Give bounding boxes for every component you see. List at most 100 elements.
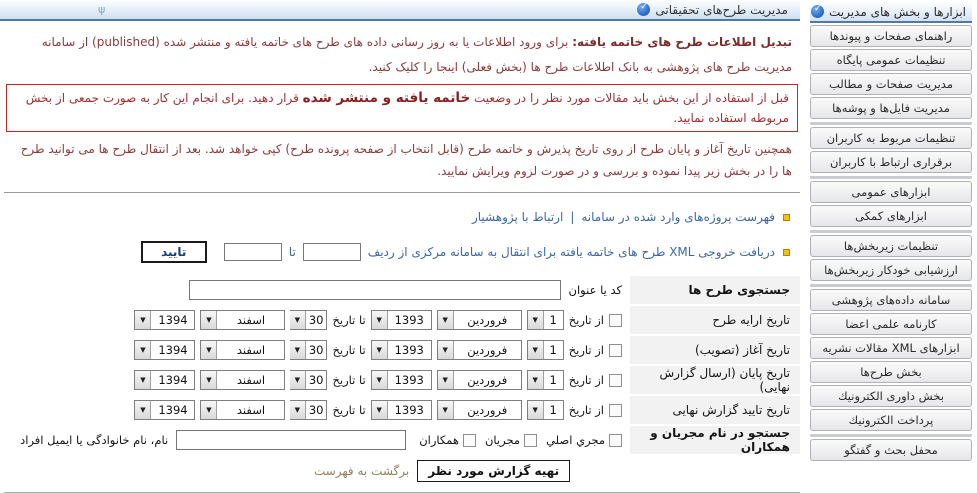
sidebar-item[interactable]: مديريت صفحات و مطالب — [810, 73, 972, 95]
sidebar-item[interactable]: بخش طرح‌ها — [810, 361, 972, 383]
from-year-select[interactable]: 1393 — [370, 340, 432, 360]
dropdown-arrow-icon[interactable] — [437, 371, 454, 389]
to-year-select[interactable]: 1394 — [134, 310, 196, 330]
from-day-select[interactable]: 1 — [526, 340, 564, 360]
dropdown-arrow-icon[interactable] — [371, 401, 388, 419]
dropdown-arrow-icon[interactable] — [201, 311, 218, 329]
dropdown-arrow-icon[interactable] — [201, 341, 218, 359]
row-from-input[interactable] — [302, 243, 361, 261]
back-to-list-link[interactable]: برگشت به فهرست — [313, 464, 410, 478]
search-form: جستجوی طرح ها کد يا عنوان تاريخ ارايه طر… — [4, 276, 800, 484]
to-year-select[interactable]: 1394 — [134, 370, 196, 390]
from-month-select[interactable]: فروردين — [436, 340, 522, 360]
confirm-button[interactable]: تاييد — [140, 241, 207, 263]
sidebar-item[interactable]: محفل بحث و گفتگو — [810, 439, 972, 461]
sidebar-item[interactable]: مديريت فايل‌ها و پوشه‌ها — [810, 97, 972, 119]
anchor-icon: ψ — [98, 3, 106, 16]
sidebar-item[interactable]: پرداخت الكترونيك — [810, 409, 972, 431]
projects-list-link[interactable]: فهرست پروژه‌های وارد شده در سامانه — [581, 210, 775, 224]
to-month-select[interactable]: اسفند — [200, 340, 286, 360]
dropdown-arrow-icon[interactable] — [527, 401, 544, 419]
to-month-select[interactable]: اسفند — [200, 310, 286, 330]
dropdown-arrow-icon[interactable] — [135, 341, 152, 359]
date-filter-row: تاريخ ارايه طرح از تاريخ 1 فروردين 1393 تا تا… — [4, 306, 800, 334]
generate-report-button[interactable]: تهيه گزارش مورد نظر — [417, 460, 571, 482]
date-filter-checkbox[interactable] — [609, 343, 622, 357]
to-day-select-value: 30 — [308, 373, 324, 387]
to-day-select[interactable]: 30 — [289, 370, 328, 390]
from-day-select[interactable]: 1 — [526, 400, 564, 420]
date-filter-checkbox[interactable] — [609, 403, 622, 417]
dropdown-arrow-icon[interactable] — [289, 401, 306, 419]
warning-bold-phrase: خاتمه يافته و منتشر شده — [302, 90, 471, 106]
to-month-select[interactable]: اسفند — [200, 400, 286, 420]
sidebar-header-label: ابزارها و بخش های مديريت — [828, 4, 966, 19]
sidebar-item[interactable]: كارنامه علمی اعضا — [810, 313, 972, 335]
sidebar-item[interactable]: ابزارهای XML مقالات نشريه — [810, 337, 972, 359]
to-day-select[interactable]: 30 — [289, 400, 328, 420]
from-day-select[interactable]: 1 — [526, 370, 564, 390]
to-day-select[interactable]: 30 — [289, 340, 328, 360]
to-month-select[interactable]: اسفند — [200, 370, 286, 390]
people-search-row: جستجو در نام مجريان و همكاران مجري اصلي م… — [4, 426, 800, 454]
sidebar-item[interactable]: ابزارهای كمكی — [810, 205, 972, 227]
from-month-select[interactable]: فروردين — [436, 370, 522, 390]
to-year-select[interactable]: 1394 — [134, 340, 196, 360]
dropdown-arrow-icon[interactable] — [371, 341, 388, 359]
dropdown-arrow-icon[interactable] — [289, 311, 306, 329]
from-month-select[interactable]: فروردين — [436, 310, 522, 330]
from-day-select-value: 1 — [549, 343, 557, 357]
sidebar-item[interactable]: سامانه داده‌های پژوهشی — [810, 289, 972, 311]
from-day-select[interactable]: 1 — [526, 310, 564, 330]
date-filter-label: تاريخ آغاز (تصويب) — [630, 336, 800, 364]
to-day-select[interactable]: 30 — [289, 310, 328, 330]
dropdown-arrow-icon[interactable] — [289, 371, 306, 389]
code-title-row: جستجوی طرح ها کد يا عنوان — [4, 276, 800, 304]
code-title-input[interactable] — [188, 280, 561, 300]
here-link[interactable]: اينجا — [436, 60, 458, 74]
sidebar-item[interactable]: بخش داوری الكترونيك — [810, 385, 972, 407]
to-date-label: تا تاريخ — [332, 403, 366, 417]
to-year-select[interactable]: 1394 — [134, 400, 196, 420]
dropdown-arrow-icon[interactable] — [527, 371, 544, 389]
dropdown-arrow-icon[interactable] — [371, 371, 388, 389]
sidebar-item[interactable]: برقراری ارتباط با كاربران — [810, 151, 972, 173]
from-year-select-value: 1393 — [394, 403, 424, 417]
row-to-input[interactable] — [223, 243, 282, 261]
date-filter-label: تاريخ تاييد گزارش نهايی — [630, 396, 800, 424]
from-year-select[interactable]: 1393 — [370, 400, 432, 420]
dropdown-arrow-icon[interactable] — [201, 401, 218, 419]
sidebar-item[interactable]: ارزشيابی خودكار زيربخش‌ها — [810, 259, 972, 281]
dropdown-arrow-icon[interactable] — [201, 371, 218, 389]
from-year-select-value: 1393 — [394, 343, 424, 357]
dropdown-arrow-icon[interactable] — [437, 401, 454, 419]
people-role-checkbox[interactable] — [609, 433, 622, 447]
sidebar-item[interactable]: تنظيمات عمومی پايگاه — [810, 49, 972, 71]
pajooheshyar-link[interactable]: ارتباط با پژوهشيار — [471, 210, 564, 224]
from-year-select[interactable]: 1393 — [370, 310, 432, 330]
sidebar-item[interactable]: تنظيمات مربوط به كاربران — [810, 127, 972, 149]
dropdown-arrow-icon[interactable] — [527, 341, 544, 359]
dropdown-arrow-icon[interactable] — [437, 341, 454, 359]
from-month-select[interactable]: فروردين — [436, 400, 522, 420]
dropdown-arrow-icon[interactable] — [527, 311, 544, 329]
dropdown-arrow-icon[interactable] — [135, 371, 152, 389]
dropdown-arrow-icon[interactable] — [135, 311, 152, 329]
people-role-checkbox[interactable] — [462, 433, 476, 447]
from-month-select-value: فروردين — [467, 373, 508, 387]
dropdown-arrow-icon[interactable] — [289, 341, 306, 359]
from-year-select[interactable]: 1393 — [370, 370, 432, 390]
date-filter-checkbox[interactable] — [609, 373, 622, 387]
sidebar-group-separator — [810, 230, 972, 233]
people-role-checkbox[interactable] — [524, 433, 538, 447]
dropdown-arrow-icon[interactable] — [371, 311, 388, 329]
sidebar-item[interactable]: تنظيمات زيربخش‌ها — [810, 235, 972, 257]
dropdown-arrow-icon[interactable] — [437, 311, 454, 329]
sidebar-item[interactable]: راهنمای صفحات و پيوندها — [810, 25, 972, 47]
date-filter-checkbox[interactable] — [609, 313, 622, 327]
bullet-icon — [783, 248, 790, 256]
sidebar-item[interactable]: ابزارهای عمومی — [810, 181, 972, 203]
people-name-input[interactable] — [176, 430, 407, 450]
content-divider — [4, 192, 800, 193]
dropdown-arrow-icon[interactable] — [135, 401, 152, 419]
